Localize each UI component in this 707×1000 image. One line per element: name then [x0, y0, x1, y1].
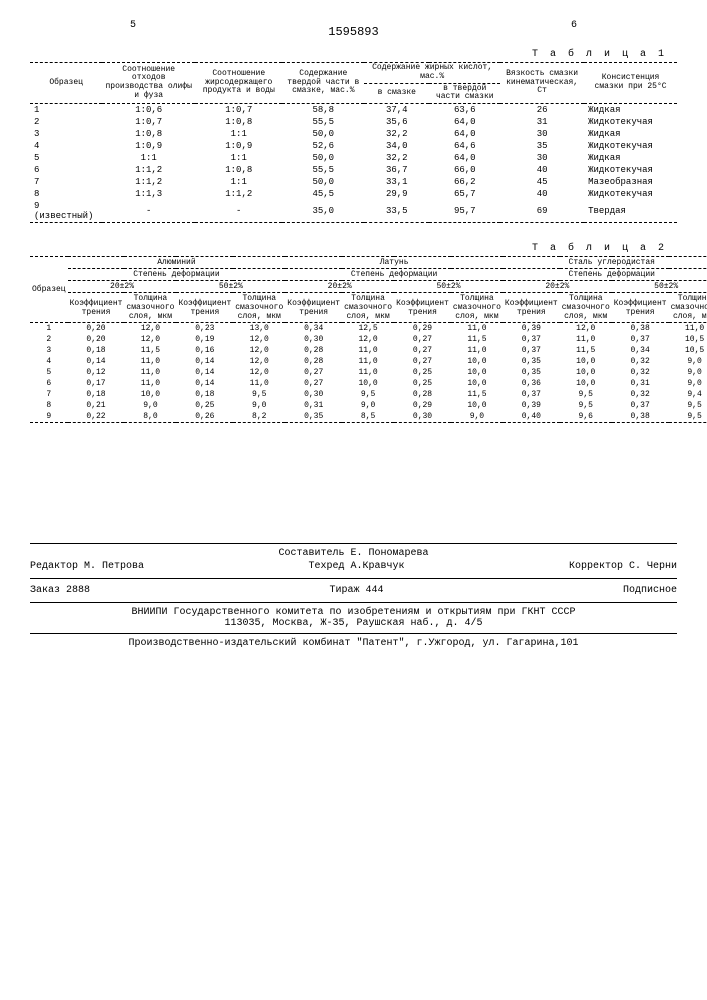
editor: Редактор М. Петрова	[30, 561, 144, 572]
table-row: 70,1810,00,189,50,309,50,2811,50,379,50,…	[30, 389, 707, 400]
t2-def3: Степень деформации	[503, 269, 707, 281]
t1-h6: Вязкость смазки кинематическая, Ст	[500, 63, 584, 104]
t2-h-sample: Образец	[30, 257, 68, 323]
tirage: Тираж 444	[329, 585, 383, 596]
table-row: 80,219,00,259,00,319,00,2910,00,399,50,3…	[30, 400, 707, 411]
t2-def2: Степень деформации	[285, 269, 503, 281]
t2-mat1: Алюминий	[68, 257, 286, 269]
page-left: 5	[130, 20, 136, 31]
table-row: 31:0,81:150,032,264,030Жидкая	[30, 128, 677, 140]
table-row: 21:0,71:0,855,535,664,031Жидкотекучая	[30, 116, 677, 128]
table-row: 71:1,21:150,033,166,245Мазеобразная	[30, 176, 677, 188]
table-row: 20,2012,00,1912,00,3012,00,2711,50,3711,…	[30, 334, 707, 345]
t1-h2: Соотношение отходов производства олифы и…	[102, 63, 195, 104]
order: Заказ 2888	[30, 585, 90, 596]
table1: Образец Соотношение отходов производства…	[30, 62, 677, 223]
t2-p5: 20±2%	[503, 281, 612, 293]
t1-h4: Содержание твердой части в смазке, мас.%	[282, 63, 364, 104]
t1-h5: Содержание жирных кислот, мас.%	[364, 63, 500, 83]
t1-h5b: в твердой части смазки	[429, 83, 500, 104]
table-row: 61:1,21:0,855,536,766,040Жидкотекучая	[30, 164, 677, 176]
table-row: 41:0,91:0,952,634,064,635Жидкотекучая	[30, 140, 677, 152]
table-row: 30,1811,50,1612,00,2811,00,2711,00,3711,…	[30, 345, 707, 356]
corrector: Корректор С. Черни	[569, 561, 677, 572]
techred: Техред А.Кравчук	[308, 561, 404, 572]
t2-p3: 20±2%	[285, 281, 394, 293]
table-row: 51:11:150,032,264,030Жидкая	[30, 152, 677, 164]
t1-h3: Соотношение жирсодержащего продукта и во…	[195, 63, 282, 104]
addr: 113035, Москва, Ж-35, Раушская наб., д. …	[30, 618, 677, 629]
table-row: 81:1,31:1,245,529,965,740Жидкотекучая	[30, 188, 677, 200]
t2-p6: 50±2%	[612, 281, 707, 293]
table1-label: Т а б л и ц а 1	[30, 49, 667, 60]
org: ВНИИПИ Государственного комитета по изоб…	[30, 607, 677, 618]
page-right: 6	[571, 20, 577, 31]
table-row: 50,1211,00,1412,00,2711,00,2510,00,3510,…	[30, 367, 707, 378]
t1-h7: Консистенция смазки при 25°C	[584, 63, 677, 104]
t1-h5a: в смазке	[364, 83, 429, 104]
t2-mat3: Сталь углеродистая	[503, 257, 707, 269]
t1-h-sample: Образец	[30, 63, 102, 104]
composer: Составитель Е. Пономарева	[30, 548, 677, 559]
t2-def1: Степень деформации	[68, 269, 286, 281]
table2-label: Т а б л и ц а 2	[30, 243, 667, 254]
table-row: 11:0,61:0,758,837,463,626Жидкая	[30, 104, 677, 116]
t2-p1: 20±2%	[68, 281, 177, 293]
producer: Производственно-издательский комбинат "П…	[30, 638, 677, 649]
table-row: 9 (известный)--35,033,595,769Твердая	[30, 200, 677, 223]
table-row: 60,1711,00,1411,00,2710,00,2510,00,3610,…	[30, 378, 707, 389]
table-row: 10,2012,00,2313,00,3412,50,2911,00,3912,…	[30, 323, 707, 334]
footer: Составитель Е. Пономарева Редактор М. Пе…	[30, 543, 677, 649]
t2-p2: 50±2%	[176, 281, 285, 293]
subscription: Подписное	[623, 585, 677, 596]
t2-p4: 50±2%	[394, 281, 503, 293]
t2-mat2: Латунь	[285, 257, 503, 269]
table2: Образец Алюминий Латунь Сталь углеродист…	[30, 256, 707, 423]
document-id: 1595893	[30, 25, 677, 39]
table-row: 40,1411,00,1412,00,2811,00,2710,00,3510,…	[30, 356, 707, 367]
table-row: 90,228,00,268,20,358,50,309,00,409,60,38…	[30, 411, 707, 423]
